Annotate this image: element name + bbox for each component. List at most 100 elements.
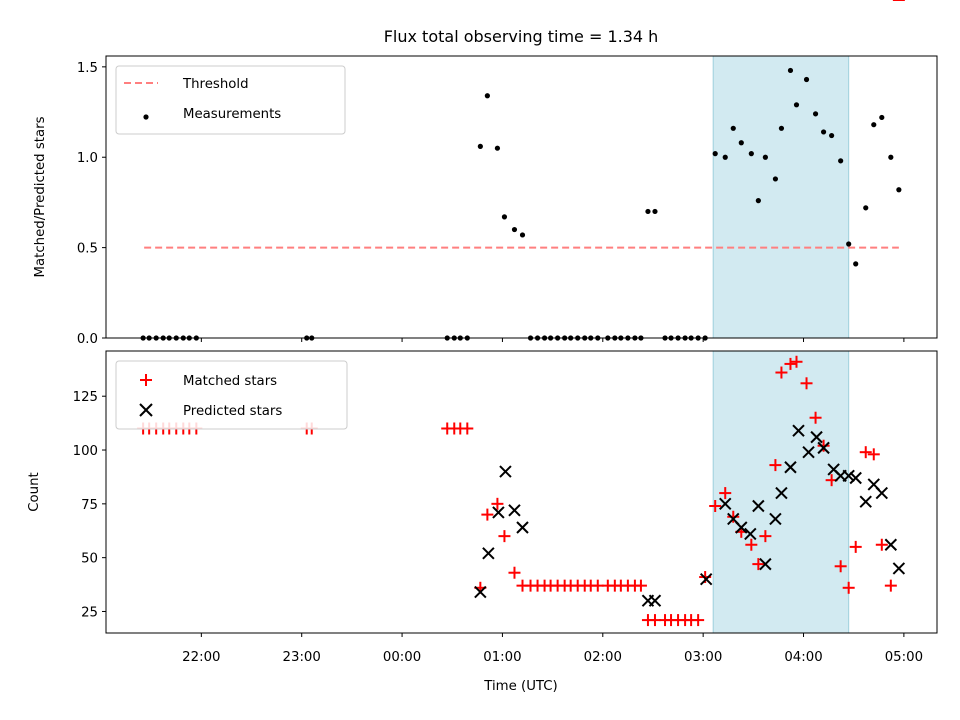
count-marks <box>137 0 906 627</box>
x-tick-label: 03:00 <box>684 650 722 665</box>
measurement-point <box>762 154 768 160</box>
matched-stars-point <box>800 377 813 390</box>
predicted-stars-point <box>810 430 823 444</box>
y-tick-label: 50 <box>81 552 98 567</box>
predicted-stars-point <box>508 504 521 517</box>
predicted-stars-point <box>474 585 487 599</box>
predicted-stars-point <box>784 461 797 474</box>
measurement-point <box>772 176 779 182</box>
measurement-point <box>829 132 835 139</box>
x-axis: 22:00 23:00 00:00 01:00 02:00 03:00 04:00 05:00 <box>182 650 923 665</box>
x-tick-label: 23:00 <box>283 650 321 665</box>
x-tick-label: 04:00 <box>784 650 822 665</box>
x-axis-label: Time (UTC) <box>483 679 558 694</box>
predicted-stars-point <box>699 572 713 586</box>
predicted-stars-point <box>792 424 805 437</box>
y-tick-label: 25 <box>81 605 98 620</box>
x-tick-label: 00:00 <box>383 650 421 665</box>
measurement-point <box>863 205 869 211</box>
measurement-point <box>888 154 894 160</box>
predicted-stars-point <box>817 441 830 455</box>
predicted-stars-point <box>884 538 898 551</box>
matched-stars-point <box>875 538 888 551</box>
measurements-legend-label: Measurements <box>183 107 281 122</box>
measurement-point <box>712 151 718 157</box>
ratio-plot-frame <box>105 55 938 339</box>
measurement-point <box>748 151 754 157</box>
measurement-point <box>871 122 877 128</box>
measurement-point <box>803 76 810 83</box>
matched-stars-point <box>867 448 880 461</box>
threshold-legend-label: Threshold <box>182 77 249 92</box>
y-tick-label: 1.0 <box>77 151 98 166</box>
ratio-panel: 0.0 0.5 1.0 1.5 Matched/Predicted stars Thr… <box>33 55 938 347</box>
matched-stars-point <box>591 579 604 592</box>
y-tick-label: 1.5 <box>77 61 98 76</box>
measurement-point <box>755 198 761 204</box>
predicted-stars-point <box>482 547 495 560</box>
matched-stars-point <box>752 558 765 571</box>
count-y-axis-label: Count <box>27 472 42 512</box>
predicted-stars-point <box>775 486 788 500</box>
matched-stars-point <box>849 540 862 553</box>
predicted-stars-point <box>842 469 855 483</box>
predicted-stars-point <box>744 527 757 541</box>
matched-stars-point <box>859 446 872 459</box>
ratio-axes: 0.0 0.5 1.0 1.5 <box>77 61 905 347</box>
matched-stars-point <box>884 579 897 592</box>
matched-stars-point <box>498 530 511 543</box>
matched-stars-point <box>759 530 772 543</box>
matched-stars-point <box>709 499 722 512</box>
predicted-stars-point <box>719 497 732 511</box>
x-tick-label: 22:00 <box>182 650 220 665</box>
matched-stars-point <box>648 614 661 627</box>
matched-stars-point <box>508 566 521 579</box>
predicted-legend-swatch <box>139 403 153 417</box>
measurement-point <box>738 140 744 146</box>
predicted-stars-point <box>759 557 772 571</box>
measurement-point <box>787 67 794 74</box>
measurement-point <box>820 129 827 135</box>
count-panel: 25 50 75 100 125 Count Matched stars Predict… <box>27 0 938 637</box>
measurement-point <box>501 214 508 220</box>
matched-stars-point <box>461 422 474 435</box>
measurement-point <box>484 93 490 99</box>
measurement-point <box>879 114 885 121</box>
matched-stars-point <box>775 366 788 379</box>
y-tick-label: 100 <box>73 444 98 459</box>
count-plot-frame <box>105 350 938 634</box>
count-legend: Matched stars Predicted stars <box>115 360 348 430</box>
predicted-stars-point <box>492 506 505 519</box>
measurement-point <box>853 261 859 267</box>
figure-title: Flux total observing time = 1.34 h <box>384 27 659 46</box>
measurement-point <box>730 125 736 131</box>
x-tick-label: 01:00 <box>483 650 521 665</box>
measurement-point <box>494 145 501 151</box>
ratio-legend: Threshold Measurements <box>115 65 346 135</box>
predicted-stars-point <box>499 465 512 478</box>
matched-stars-point <box>817 439 830 452</box>
measurement-point <box>778 125 785 131</box>
measurement-point <box>477 143 483 149</box>
matched-stars-point <box>834 560 847 573</box>
x-tick-label: 02:00 <box>584 650 622 665</box>
measurements-legend-swatch <box>143 114 149 120</box>
y-tick-label: 125 <box>73 390 98 405</box>
measurement-point <box>511 226 518 233</box>
matched-stars-point <box>769 459 782 472</box>
predicted-stars-point <box>752 499 765 513</box>
matched-stars-point <box>719 487 732 500</box>
matched-stars-point <box>634 579 647 592</box>
count-axes: 25 50 75 100 125 <box>73 390 905 637</box>
measurement-point <box>519 232 526 238</box>
predicted-legend-label: Predicted stars <box>183 404 282 419</box>
predicted-stars-point <box>735 521 748 534</box>
measurement-point <box>652 208 658 215</box>
matched-stars-point <box>809 411 822 424</box>
matched-stars-point <box>784 357 797 370</box>
ratio-shaded-span <box>712 55 850 339</box>
measurement-point <box>793 102 800 108</box>
predicted-stars-point <box>892 562 906 575</box>
matched-stars-point <box>842 581 855 594</box>
